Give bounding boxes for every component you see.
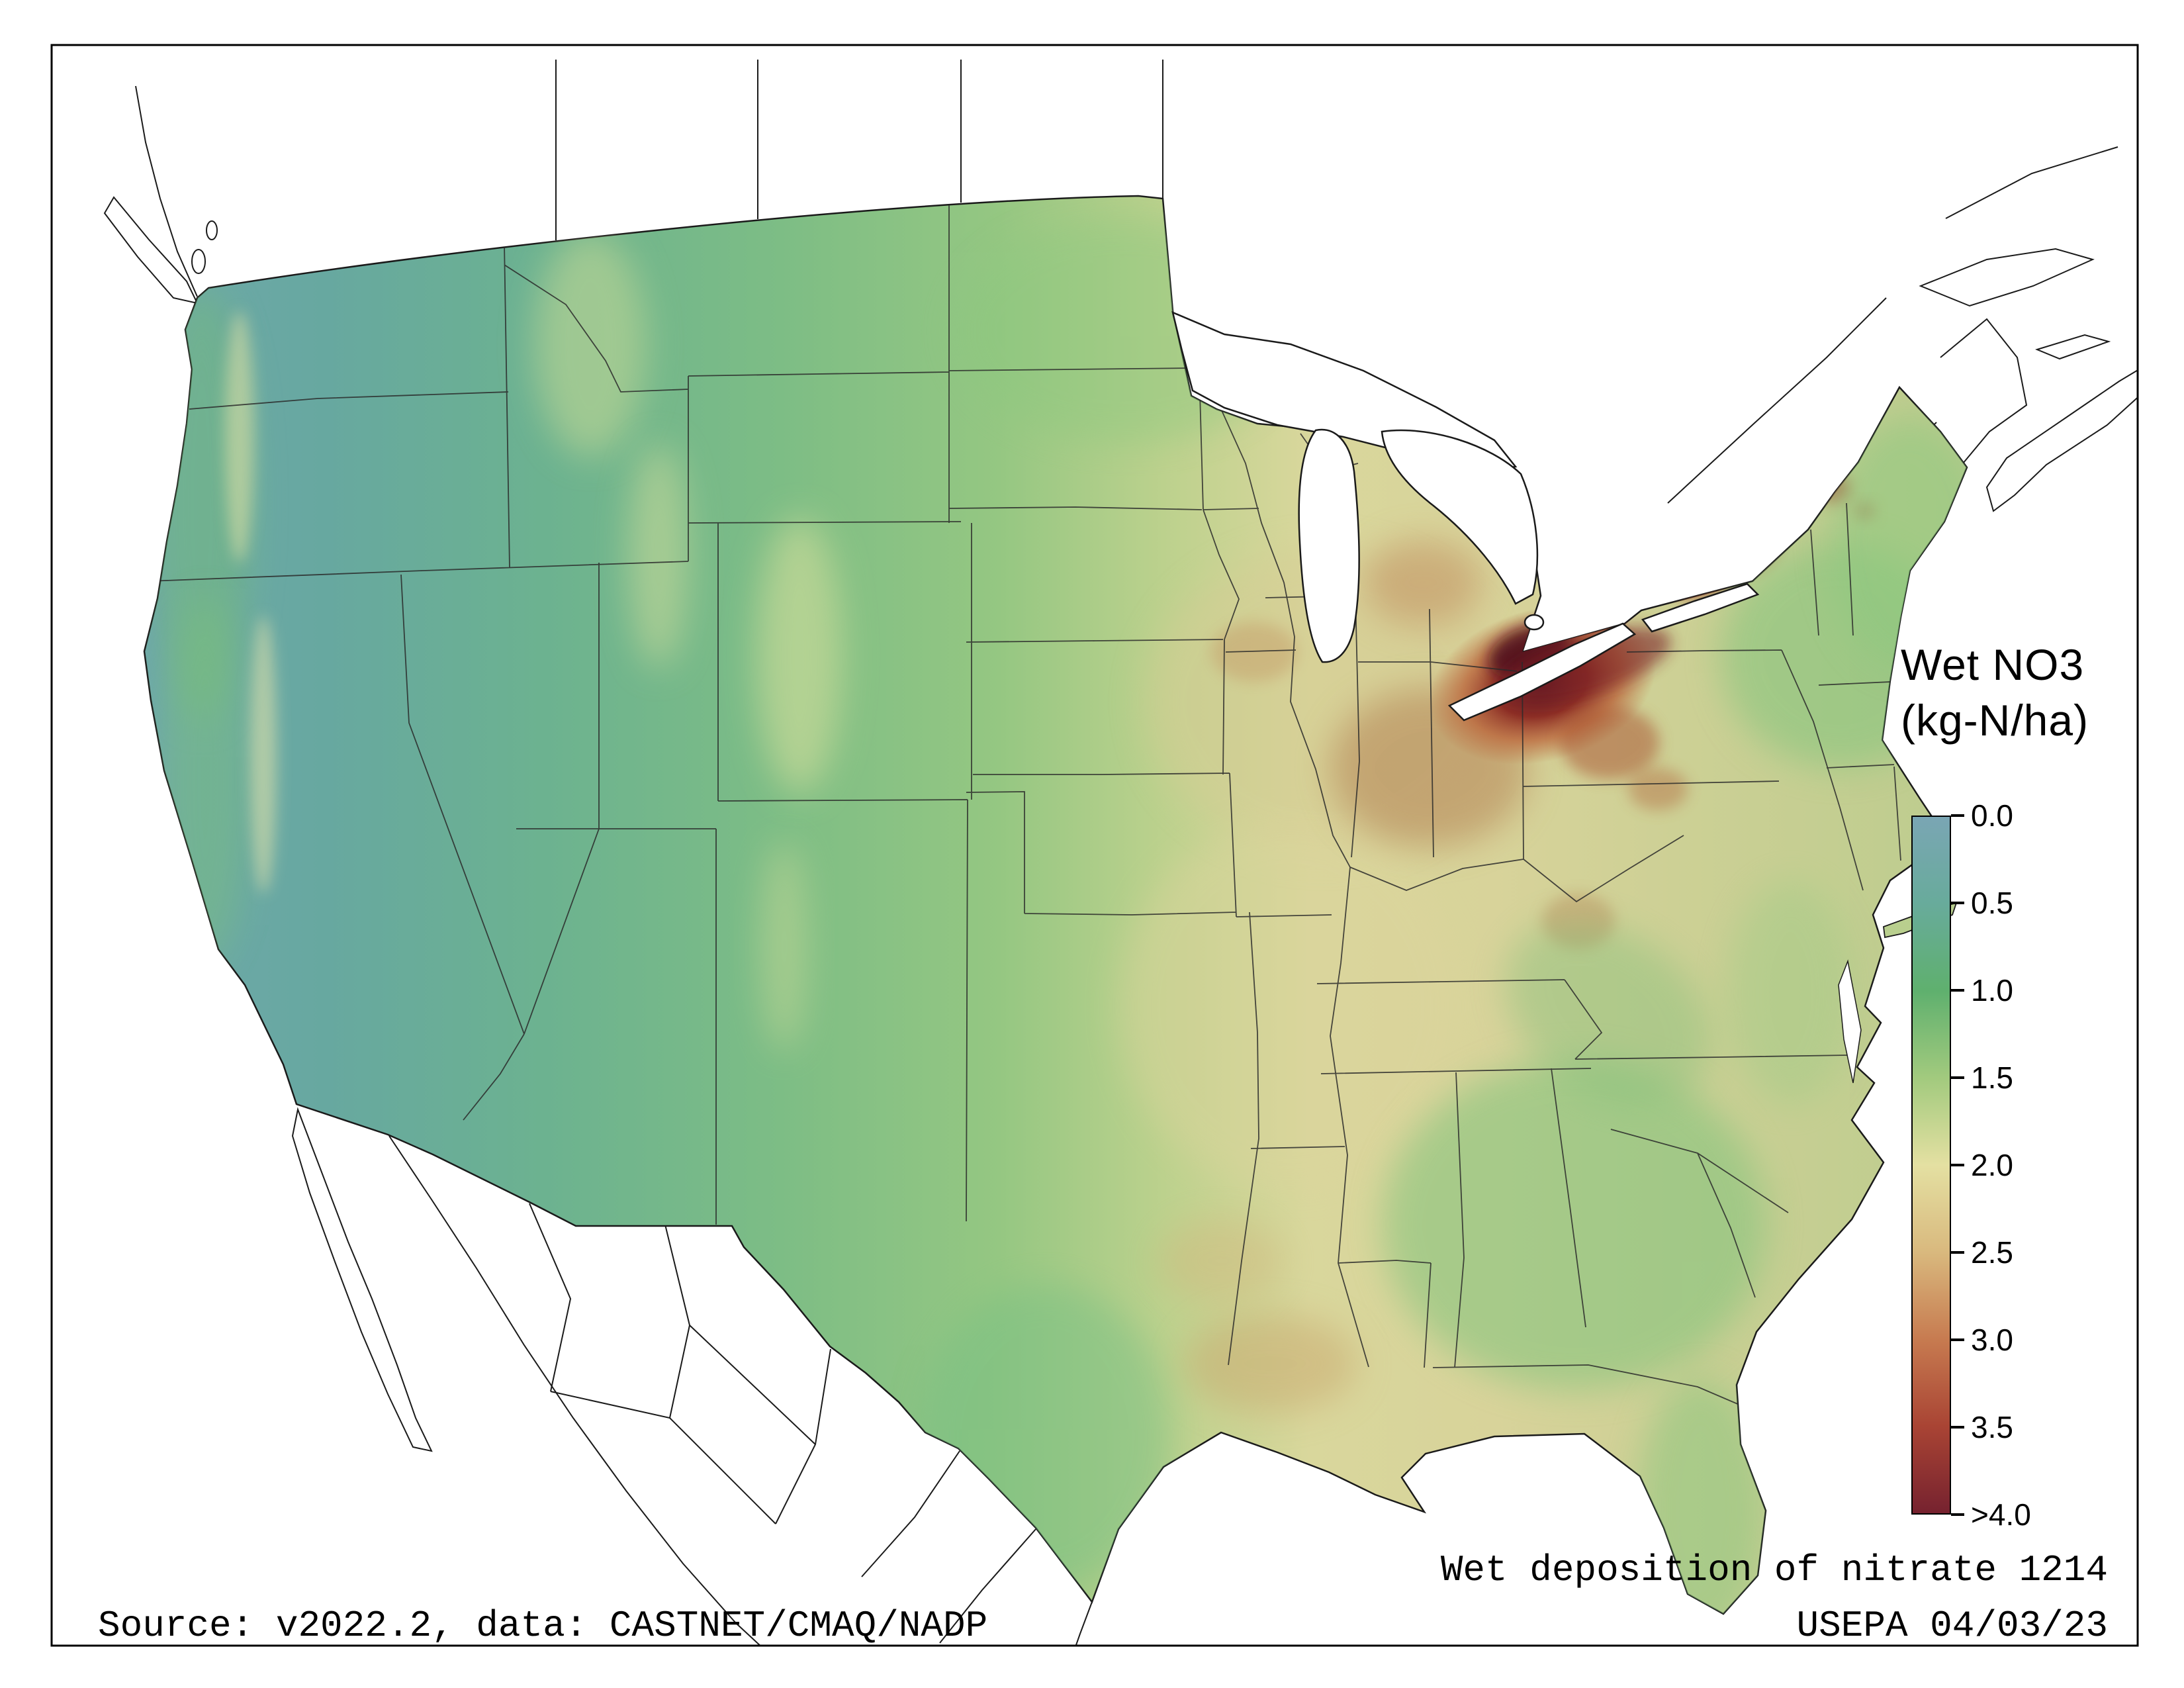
vancouver-island bbox=[103, 196, 199, 305]
tick-label: 3.5 bbox=[1971, 1410, 2013, 1444]
tick-mark bbox=[1951, 1426, 1964, 1429]
tick-label: 2.5 bbox=[1971, 1235, 2013, 1270]
figure-caption: Wet deposition of nitrate 1214 bbox=[1440, 1549, 2108, 1591]
colorbar-legend: Wet NO3 (kg-N/ha) bbox=[1901, 637, 2179, 749]
colorbar-wrap: 0.0 0.5 1.0 1.5 2.0 2.5 3.0 3.5 >4.0 bbox=[1911, 800, 2031, 1530]
baja-california bbox=[291, 1107, 433, 1452]
gaspe-peninsula bbox=[1919, 248, 2095, 307]
tick-mark bbox=[1951, 814, 1964, 817]
mexico-outline bbox=[291, 1107, 1093, 1646]
tick-mark bbox=[1951, 1164, 1964, 1166]
source-note: Source: v2022.2, data: CASTNET/CMAQ/NADP bbox=[98, 1605, 988, 1647]
canada-outline bbox=[103, 60, 2138, 598]
colorbar-ticks: 0.0 0.5 1.0 1.5 2.0 2.5 3.0 3.5 >4.0 bbox=[1951, 800, 2097, 1530]
legend-title-line1: Wet NO3 bbox=[1901, 640, 2085, 689]
legend-title-line2: (kg-N/ha) bbox=[1901, 696, 2089, 745]
colorbar bbox=[1911, 816, 1951, 1515]
tick-label: 0.0 bbox=[1971, 798, 2013, 833]
southeast-green bbox=[1383, 1059, 1767, 1390]
tick-mark bbox=[1951, 1338, 1964, 1341]
tick-label: >4.0 bbox=[1971, 1497, 2031, 1532]
pennsylvania-patch bbox=[1560, 706, 1659, 779]
tick-label: 2.0 bbox=[1971, 1148, 2013, 1182]
tick-label: 1.0 bbox=[1971, 973, 2013, 1008]
agency-date: USEPA 04/03/23 bbox=[1796, 1605, 2108, 1647]
frame-border bbox=[50, 44, 2139, 1647]
rockies-ridge bbox=[756, 516, 842, 794]
tick-label: 0.5 bbox=[1971, 886, 2013, 920]
sierra-ridge bbox=[250, 616, 277, 894]
new-brunswick-coast bbox=[1940, 318, 2028, 464]
tick-mark bbox=[1951, 1513, 1964, 1516]
tick-mark bbox=[1951, 1076, 1964, 1079]
louisiana-patch bbox=[1185, 1314, 1357, 1413]
prince-edward-island bbox=[2035, 334, 2111, 360]
lake-michigan bbox=[1298, 428, 1360, 663]
lake-ontario bbox=[1641, 583, 1760, 633]
michigan-patch bbox=[1363, 539, 1482, 626]
tick-mark bbox=[1951, 989, 1964, 992]
legend-title: Wet NO3 (kg-N/ha) bbox=[1901, 637, 2179, 749]
lake-erie bbox=[1447, 622, 1637, 722]
tick-mark bbox=[1951, 902, 1964, 904]
nova-scotia bbox=[1985, 369, 2138, 512]
great-lakes bbox=[1171, 310, 1760, 722]
tick-label: 3.0 bbox=[1971, 1323, 2013, 1357]
chesapeake-bay bbox=[1838, 959, 1862, 1084]
lake-huron bbox=[1381, 429, 1539, 605]
tick-label: 1.5 bbox=[1971, 1060, 2013, 1095]
cascades-ridge bbox=[225, 311, 254, 563]
tick-mark bbox=[1951, 1251, 1964, 1254]
lake-st-clair bbox=[1524, 614, 1545, 631]
